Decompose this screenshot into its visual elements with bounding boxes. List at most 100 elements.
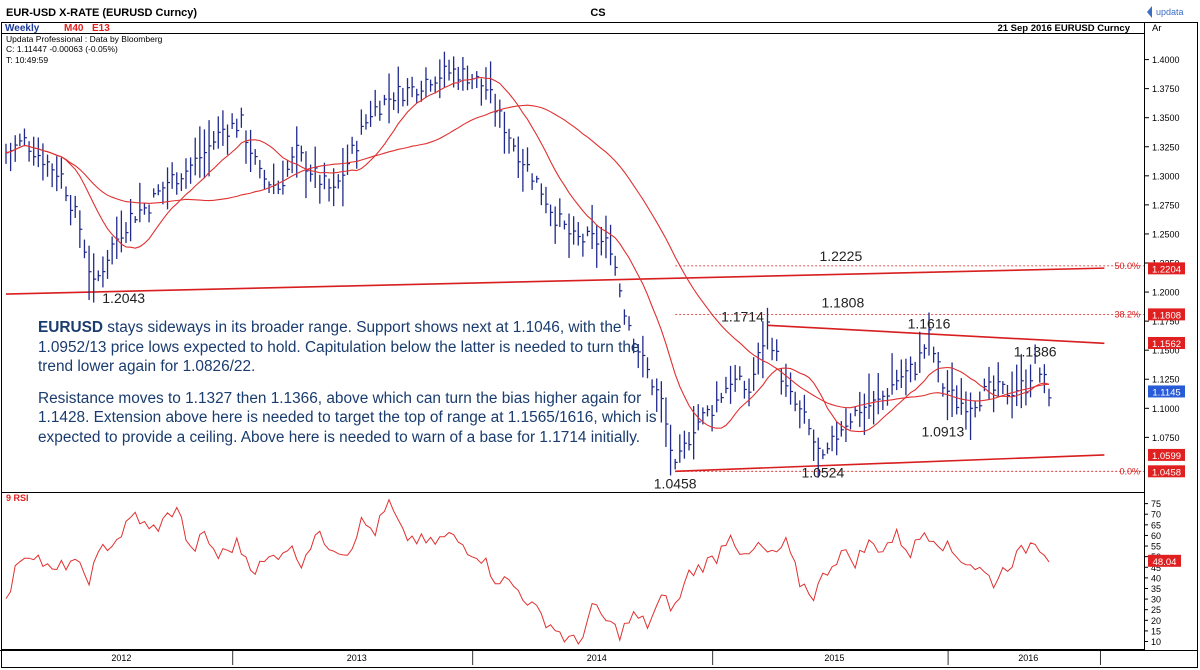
price-tick-label: 1.3250	[1152, 142, 1180, 152]
price-bar	[896, 369, 900, 391]
price-bar	[342, 147, 346, 207]
price-bar	[106, 249, 111, 279]
price-bar	[812, 429, 817, 461]
year-label: 2014	[587, 653, 607, 663]
price-bar	[93, 253, 97, 303]
price-bar	[549, 204, 554, 227]
price-bar	[476, 71, 480, 89]
price-bar	[291, 146, 295, 174]
price-bar	[1020, 354, 1024, 409]
value-tag-text: 1.1145	[1152, 387, 1180, 398]
price-bar	[600, 226, 604, 256]
axis-label: Ar	[1152, 23, 1162, 34]
price-bar	[679, 434, 683, 463]
price-tick-label: 1.2000	[1152, 288, 1180, 298]
price-bar	[951, 362, 955, 417]
price-bar	[979, 391, 983, 412]
price-bar	[245, 130, 249, 164]
price-bar	[591, 204, 595, 250]
rsi-tick-label: 35	[1151, 584, 1161, 594]
price-bar	[46, 154, 51, 177]
price-bar	[720, 392, 724, 403]
price-bar	[88, 245, 92, 300]
price-tick-label: 1.3500	[1152, 113, 1180, 123]
price-annotation: 1.1808	[821, 294, 864, 310]
price-bar	[716, 381, 720, 413]
price-bar	[231, 113, 235, 129]
price-bar	[208, 120, 212, 177]
value-tag-text: 1.1808	[1152, 310, 1181, 321]
price-bar	[965, 391, 969, 430]
price-bar	[273, 163, 277, 195]
price-bar	[309, 164, 314, 182]
price-bar	[120, 210, 124, 253]
price-bar	[729, 365, 734, 404]
value-tag-text: 1.1562	[1152, 339, 1181, 350]
price-bar	[213, 131, 217, 150]
price-bar	[42, 143, 46, 181]
price-bar	[240, 107, 244, 128]
ma-e13-label: E13	[92, 23, 110, 34]
price-bar	[803, 394, 807, 424]
price-bar	[836, 422, 840, 456]
price-bar	[457, 66, 461, 91]
price-bar	[23, 128, 27, 147]
price-bar	[960, 378, 964, 415]
price-bar	[226, 124, 231, 155]
price-bar	[1043, 364, 1047, 394]
price-bar	[416, 88, 420, 104]
price-bar	[374, 89, 378, 117]
value-tag-box	[1148, 385, 1185, 398]
price-bar	[319, 174, 323, 204]
rsi-label: 9 RSI	[6, 493, 29, 503]
price-bar	[9, 142, 14, 172]
price-bar	[74, 195, 78, 218]
price-bar	[176, 172, 180, 195]
price-bar	[706, 405, 710, 417]
rsi-value-tag-box	[1148, 554, 1181, 567]
price-bar	[162, 181, 166, 205]
commentary-body-1: stays sideways in its broader range. Sup…	[38, 319, 640, 375]
price-bar	[189, 157, 194, 184]
price-bar	[56, 156, 60, 192]
price-bar	[531, 173, 535, 190]
fib-percent-label: 0.0%	[1119, 466, 1140, 476]
commentary-body-2: Resistance moves to 1.1327 then 1.1366, …	[38, 389, 657, 446]
price-bar	[259, 159, 263, 179]
price-tick-label: 1.4000	[1152, 55, 1180, 65]
value-tag-box	[1148, 308, 1185, 321]
price-bar	[425, 67, 429, 98]
price-bar	[282, 160, 286, 195]
rsi-value-tag-text: 48.04	[1153, 557, 1177, 568]
price-bar	[429, 79, 434, 92]
price-bars	[5, 51, 1052, 478]
rsi-tick-label: 40	[1151, 573, 1161, 583]
price-bar	[992, 375, 997, 413]
price-bar	[102, 256, 106, 288]
price-bar	[1006, 384, 1010, 405]
rsi-tick-label: 60	[1151, 531, 1161, 541]
price-bar	[752, 357, 757, 391]
price-bar	[872, 390, 877, 425]
price-bar	[637, 343, 641, 369]
price-bar	[79, 210, 83, 248]
price-bar	[656, 378, 660, 412]
price-bar	[508, 128, 512, 154]
price-bar	[1029, 364, 1034, 398]
price-bar	[194, 137, 198, 176]
price-bar	[771, 337, 775, 361]
price-bar	[568, 213, 572, 258]
price-bar	[734, 364, 738, 392]
price-bar	[111, 236, 115, 265]
price-bar	[471, 73, 475, 90]
price-bar	[845, 408, 849, 442]
price-bar	[559, 198, 563, 228]
price-bar	[296, 126, 300, 178]
price-bar	[956, 385, 960, 415]
value-tag-box	[1148, 465, 1185, 478]
price-bar	[780, 368, 784, 395]
price-bar	[406, 78, 411, 106]
price-tick-label: 1.0750	[1152, 433, 1180, 443]
price-bar	[969, 392, 974, 441]
price-bar	[632, 338, 637, 354]
